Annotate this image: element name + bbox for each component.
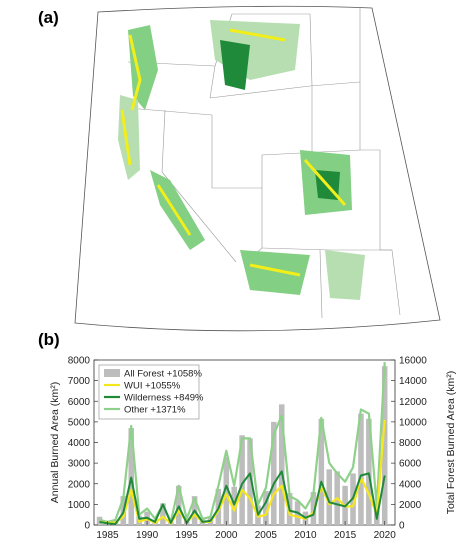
- axes: 0 1000 2000 3000 4000 5000 6000 7000 8000 0 2000 40…: [49, 356, 457, 542]
- x-tick-label: 2015: [334, 530, 357, 541]
- right-tick-label: 4000: [399, 479, 422, 490]
- panel-a-label: (a): [38, 8, 59, 27]
- right-tick-label: 6000: [399, 459, 422, 470]
- bar-all-forest: [223, 456, 230, 525]
- right-tick-label: 16000: [399, 356, 427, 367]
- x-tick-label: 1985: [96, 530, 119, 541]
- left-tick-label: 5000: [68, 417, 91, 428]
- left-tick-label: 2000: [68, 479, 91, 490]
- legend-label: Other +1371%: [124, 405, 186, 416]
- forest-patch-sierra: [150, 170, 205, 250]
- legend-label: WUI +1055%: [124, 381, 181, 392]
- y-axis-label-left: Annual Burned Area (km²): [49, 382, 61, 503]
- x-tick-label: 2010: [294, 530, 317, 541]
- burned-area-chart: 0 1000 2000 3000 4000 5000 6000 7000 8000 0 2000 40…: [49, 356, 457, 542]
- y-axis-label-right: Total Forest Burned Area (km²): [445, 371, 457, 515]
- western-us-map: [74, 5, 441, 332]
- legend-swatch: [104, 369, 120, 377]
- bar-all-forest: [326, 469, 333, 525]
- x-tick-label: 2000: [215, 530, 238, 541]
- right-tick-label: 14000: [399, 376, 427, 387]
- series-line-other: [99, 362, 386, 524]
- right-tick-label: 10000: [399, 417, 427, 428]
- legend-label: All Forest +1058%: [124, 369, 202, 380]
- left-tick-label: 8000: [68, 356, 91, 367]
- left-tick-label: 0: [84, 521, 90, 532]
- x-tick-label: 2020: [374, 530, 397, 541]
- bar-all-forest: [381, 366, 388, 525]
- forest-patch-cascades: [128, 25, 158, 110]
- legend: All Forest +1058%WUI +1055%Wilderness +8…: [98, 364, 204, 420]
- bar-all-forest: [271, 421, 277, 525]
- state-boundaries: [127, 8, 401, 319]
- legend-label: Wilderness +849%: [124, 393, 204, 404]
- left-tick-label: 3000: [68, 459, 91, 470]
- right-tick-label: 0: [399, 521, 405, 532]
- forest-patch-arizona: [240, 250, 310, 295]
- x-tick-label: 2005: [255, 530, 278, 541]
- bar-all-forest: [278, 404, 285, 525]
- x-tick-label: 1990: [136, 530, 159, 541]
- bar-all-forest: [366, 418, 372, 525]
- left-tick-label: 7000: [68, 376, 91, 387]
- forest-patch-wilderness-idaho: [220, 40, 250, 90]
- bar-all-forest: [358, 413, 364, 525]
- map-projection-frame: [74, 5, 441, 332]
- bar-all-forest: [247, 438, 253, 525]
- bar-all-forest: [128, 428, 135, 525]
- right-tick-label: 12000: [399, 397, 427, 408]
- bar-all-forest: [318, 418, 325, 525]
- forest-patch-new-mexico: [325, 250, 365, 300]
- right-tick-label: 8000: [399, 438, 422, 449]
- wui-highlights: [120, 28, 347, 277]
- x-tick-label: 1995: [176, 530, 199, 541]
- bar-all-forest: [263, 490, 269, 525]
- series-lines: [99, 362, 386, 525]
- left-tick-label: 6000: [68, 397, 91, 408]
- bar-all-forest: [239, 435, 245, 525]
- bar-all-forest: [310, 492, 317, 525]
- left-tick-label: 1000: [68, 500, 91, 511]
- bar-all-forest: [160, 503, 166, 525]
- left-tick-label: 4000: [68, 438, 91, 449]
- panel-b-label: (b): [38, 330, 60, 349]
- right-tick-label: 2000: [399, 500, 422, 511]
- bar-all-forest: [231, 486, 237, 525]
- series-line-wilderness: [99, 470, 386, 525]
